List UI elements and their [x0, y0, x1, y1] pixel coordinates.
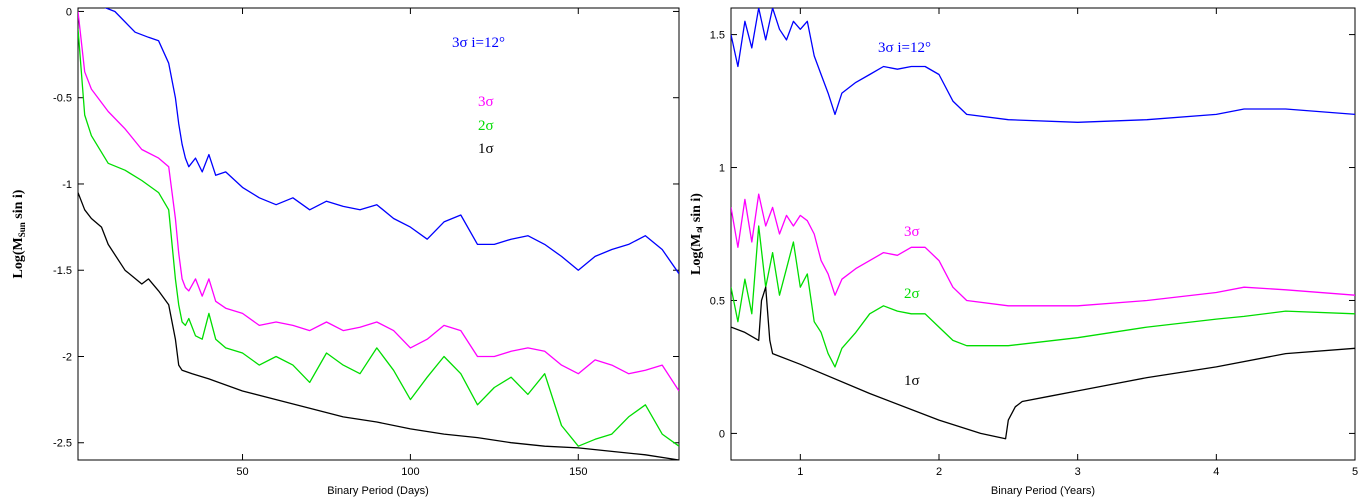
right-legend-3sigma: 3σ	[904, 224, 920, 240]
series-line-1	[78, 11, 679, 392]
left-series	[78, 8, 679, 460]
left-chart: 50 100 150 0 -0.5 -1 -1.5 -2 -2.5 Binary Period…	[11, 6, 680, 497]
right-y-axis-label: Log(M♃ sin i)	[689, 193, 705, 275]
series-line-0	[104, 8, 679, 275]
x-tick-label: 50	[236, 466, 248, 478]
left-x-axis-label: Binary Period (Days)	[327, 485, 428, 497]
right-y-ticks: 0 0.5 1 1.5	[710, 30, 1355, 440]
right-legend-3sigma-i12: 3σ i=12°	[878, 40, 931, 56]
y-tick-label: -1	[62, 179, 72, 191]
right-legend-1sigma: 1σ	[904, 373, 920, 389]
x-tick-label: 4	[1213, 466, 1219, 478]
series-line-2	[731, 225, 1355, 368]
series-line-3	[78, 192, 679, 460]
left-plot-frame	[77, 7, 680, 461]
series-line-1	[731, 193, 1355, 307]
left-y-ticks: 0 -0.5 -1 -1.5 -2 -2.5	[53, 6, 679, 450]
left-legend-1sigma: 1σ	[478, 141, 494, 157]
left-x-ticks: 50 100 150	[236, 8, 587, 478]
x-tick-label: 150	[569, 466, 587, 478]
left-legend-3sigma: 3σ	[478, 94, 494, 110]
y-tick-label: -2.5	[53, 438, 72, 450]
x-tick-label: 1	[797, 466, 803, 478]
y-tick-label: 1	[719, 163, 725, 175]
right-legend-2sigma: 2σ	[904, 286, 920, 302]
y-tick-label: -0.5	[53, 93, 72, 105]
y-tick-label: 0.5	[710, 295, 725, 307]
right-x-axis-label: Binary Period (Years)	[991, 485, 1095, 497]
y-tick-label: 0	[719, 428, 725, 440]
left-legend-2sigma: 2σ	[478, 118, 494, 134]
right-plot-frame	[730, 7, 1356, 461]
y-tick-label: 1.5	[710, 30, 725, 42]
right-series	[731, 8, 1355, 440]
left-legend-3sigma-i12: 3σ i=12°	[452, 35, 505, 51]
y-tick-label: -2	[62, 351, 72, 363]
x-tick-label: 3	[1075, 466, 1081, 478]
series-line-0	[731, 8, 1355, 123]
y-tick-label: 0	[66, 6, 72, 18]
x-tick-label: 2	[936, 466, 942, 478]
right-x-ticks: 1 2 3 4 5	[797, 8, 1358, 478]
y-tick-label: -1.5	[53, 265, 72, 277]
right-chart: 1 2 3 4 5 0 0.5 1 1.5 Binary Period (Years) Log…	[689, 7, 1358, 497]
series-line-3	[731, 286, 1355, 440]
series-line-2	[78, 28, 679, 447]
x-tick-label: 100	[401, 466, 419, 478]
x-tick-label: 5	[1352, 466, 1358, 478]
left-y-axis-label: Log(MSun sin i)	[11, 189, 27, 278]
